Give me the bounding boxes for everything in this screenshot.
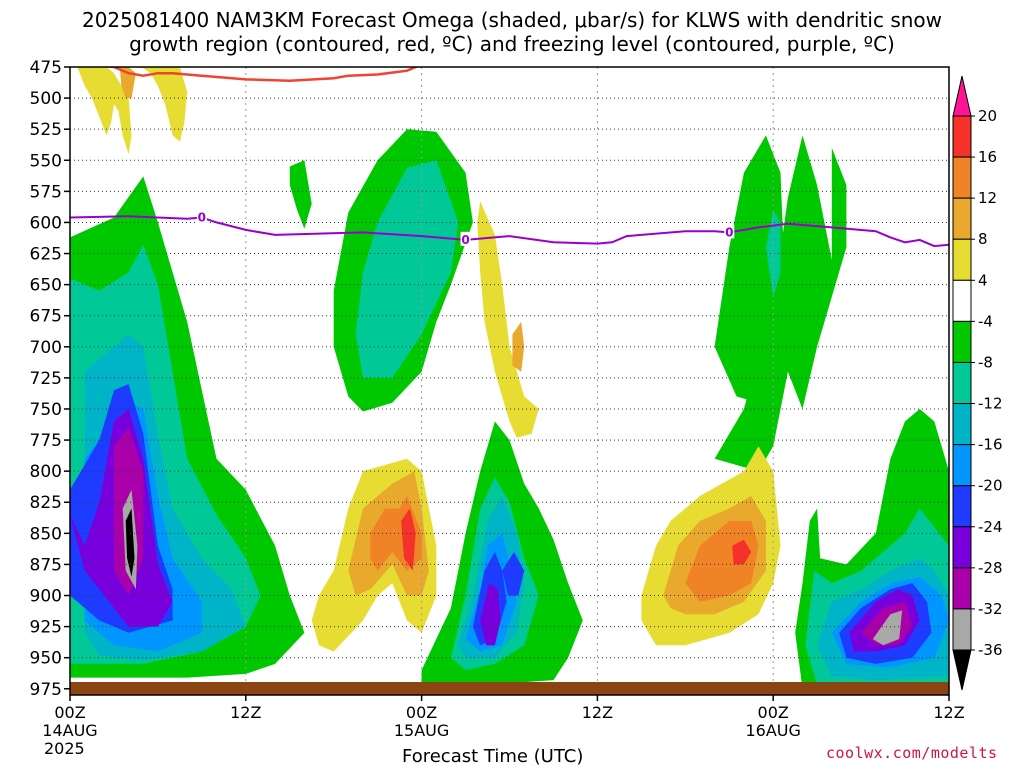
y-tick-label: 550 [30, 151, 62, 171]
colorbar-swatch [952, 485, 972, 528]
omega-region-28 [714, 135, 847, 472]
y-tick-label: 600 [30, 213, 62, 233]
omega-region-42 [872, 610, 903, 646]
omega-region-10 [128, 67, 188, 142]
x-axis-title: Forecast Time (UTC) [402, 746, 584, 767]
omega-region-9 [77, 67, 132, 154]
colorbar-bottom-arrow [952, 649, 972, 691]
omega-region-15 [477, 201, 539, 438]
colorbar-label: -8 [978, 353, 993, 371]
freezing-level-label: 0 [725, 225, 733, 239]
x-tick-date: 14AUG [42, 721, 97, 740]
freezing-level-label: 0 [198, 210, 206, 224]
y-tick-label: 725 [30, 369, 62, 389]
y-tick-label: 900 [30, 587, 62, 607]
chart-title-line-1: 2025081400 NAM3KM Forecast Omega (shaded… [81, 8, 943, 32]
omega-region-33 [685, 520, 759, 602]
x-tick-label: 12Z [230, 703, 261, 722]
y-tick-label: 875 [30, 555, 62, 575]
colorbar-label: 4 [978, 271, 988, 289]
x-tick-year: 2025 [44, 739, 85, 758]
colorbar-swatch [952, 115, 972, 158]
x-tick-label: 12Z [582, 703, 613, 722]
omega-region-27 [502, 552, 525, 596]
colorbar-swatch [952, 238, 972, 281]
y-tick-label: 800 [30, 462, 62, 482]
freezing-label-bg [460, 231, 471, 246]
y-tick-label: 650 [30, 276, 62, 296]
colorbar-label: -32 [978, 600, 1003, 618]
y-tick-label: 525 [30, 120, 62, 140]
colorbar-swatch [952, 608, 972, 651]
freezing-label-bg [724, 224, 735, 239]
dendritic-growth-contour [98, 67, 419, 82]
y-tick-label: 850 [30, 524, 62, 544]
colorbar-swatch [952, 567, 972, 610]
colorbar-label: -20 [978, 477, 1003, 495]
omega-region-34 [732, 539, 752, 565]
colorbar-swatch [952, 361, 972, 405]
y-tick-label: 475 [30, 58, 62, 78]
plot-gridlines [70, 67, 949, 695]
omega-region-14 [355, 160, 459, 378]
colorbar: 20 16 12 8 4 -4 -8 -12 -16 -20 -24 -28 -32 -36 [952, 75, 1003, 691]
colorbar-swatch [952, 320, 972, 363]
plot-frame [69, 66, 950, 696]
freezing-label-bg [196, 209, 207, 224]
omega-region-29 [714, 135, 784, 403]
colorbar-label: 16 [978, 148, 997, 166]
colorbar-swatch [952, 197, 972, 240]
freezing-level-contour [70, 215, 949, 248]
colorbar-swatch [952, 156, 972, 199]
y-tick-label: 925 [30, 618, 62, 638]
y-tick-label: 675 [30, 307, 62, 327]
credit-text: coolwx.com/modelts [826, 744, 998, 762]
y-tick-label: 575 [30, 182, 62, 202]
y-tick-label: 700 [30, 338, 62, 358]
x-tick-label: 00Z [758, 703, 789, 722]
colorbar-label: -24 [978, 518, 1003, 536]
colorbar-top-arrow [952, 75, 972, 117]
chart-title-line-2: growth region (contoured, red, ºC) and f… [129, 32, 895, 56]
omega-region-12 [289, 160, 312, 229]
omega-region-26 [480, 583, 501, 646]
colorbar-swatch [952, 279, 972, 322]
colorbar-label: 20 [978, 107, 997, 125]
colorbar-label: -16 [978, 436, 1003, 454]
x-tick-label: 12Z [933, 703, 964, 722]
colorbar-swatch [952, 403, 972, 446]
x-tick-date: 16AUG [745, 721, 800, 740]
colorbar-label: 12 [978, 189, 997, 207]
y-tick-label: 950 [30, 649, 62, 669]
y-tick-label: 750 [30, 400, 62, 420]
y-tick-label: 500 [30, 89, 62, 109]
x-tick-label: 00Z [406, 703, 437, 722]
colorbar-label: -12 [978, 395, 1003, 413]
colorbar-swatch [952, 526, 972, 569]
contour-lines: 0 0 0 [70, 67, 949, 248]
x-tick-date: 15AUG [394, 721, 449, 740]
colorbar-label: -36 [978, 641, 1003, 659]
y-axis: 475 500 525 550 575 600 625 650 675 700 725 750 775 8… [30, 58, 70, 700]
omega-shaded-regions [70, 67, 949, 689]
omega-region-20 [401, 508, 416, 571]
y-tick-label: 775 [30, 431, 62, 451]
colorbar-label: -4 [978, 312, 993, 330]
freezing-level-label: 0 [461, 233, 469, 247]
colorbar-swatch [952, 444, 972, 487]
y-tick-label: 625 [30, 245, 62, 265]
colorbar-label: -28 [978, 559, 1003, 577]
x-tick-label: 00Z [54, 703, 85, 722]
omega-region-8 [125, 508, 135, 577]
y-tick-label: 975 [30, 680, 62, 700]
y-tick-label: 825 [30, 493, 62, 513]
terrain-surface [70, 682, 949, 695]
colorbar-label: 8 [978, 230, 988, 248]
